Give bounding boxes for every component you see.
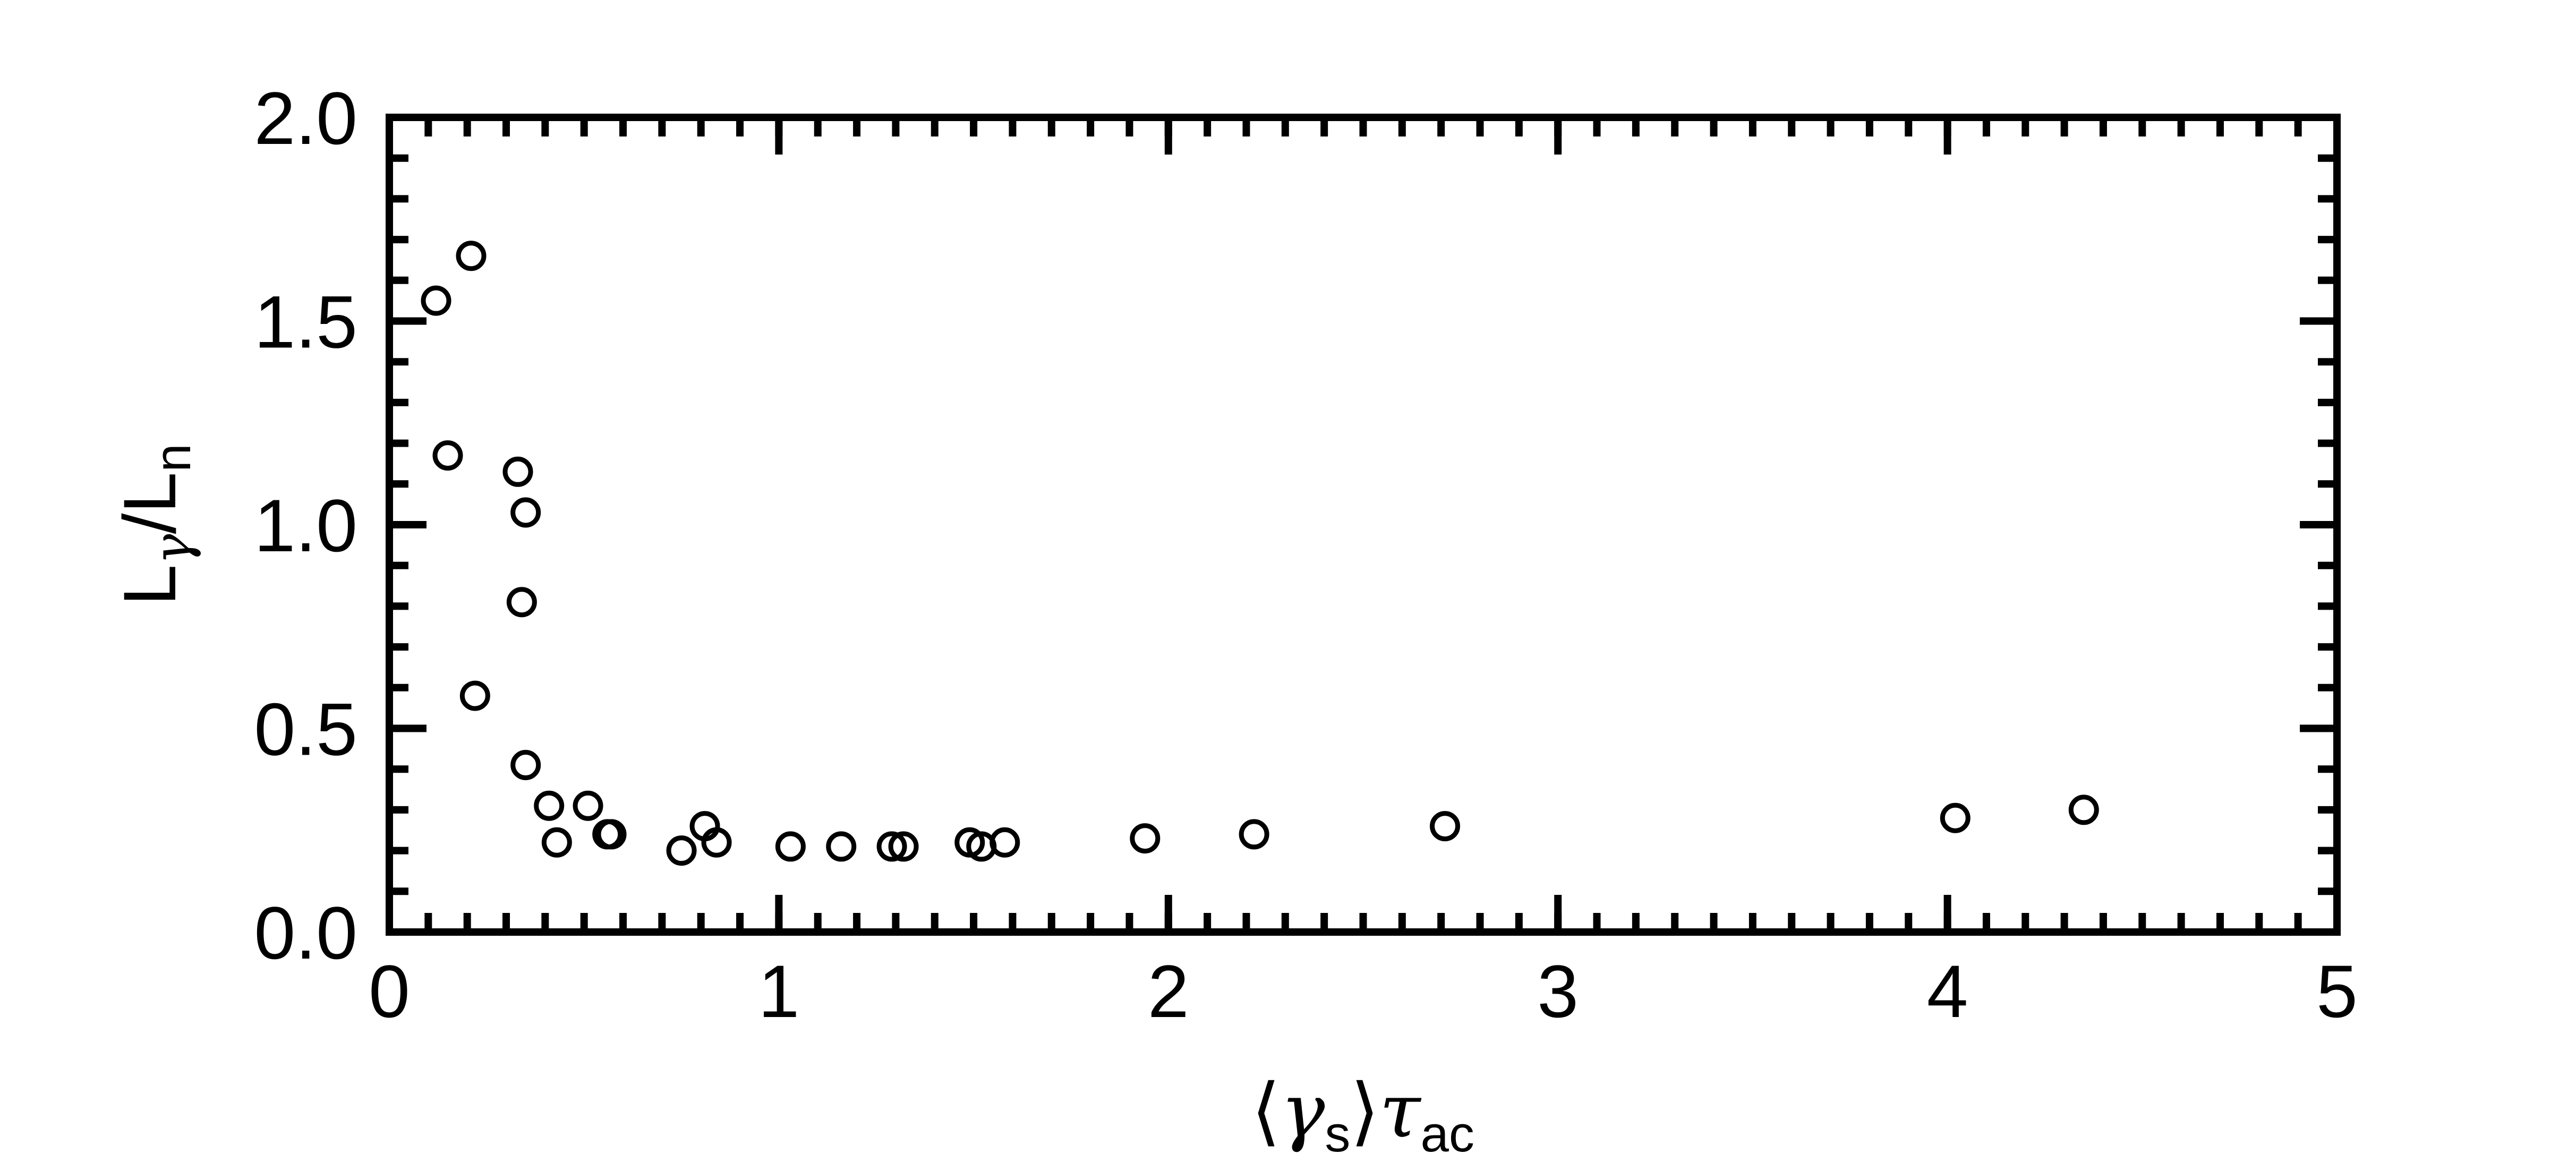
x-tick-label: 4 [1927, 950, 1968, 1033]
data-point [1130, 823, 1161, 854]
data-point [1239, 819, 1269, 850]
y-tick-label: 1.5 [254, 280, 357, 364]
data-point [541, 827, 572, 858]
data-point [459, 680, 490, 711]
data-point [990, 827, 1020, 858]
axis-ticks [386, 114, 2341, 936]
data-point [456, 241, 487, 271]
data-point [876, 831, 907, 862]
data-point [701, 827, 732, 858]
tick-labels: 0 1 2 3 4 5 0.0 0.5 1.0 1.5 2.0 [254, 76, 2358, 1033]
x-axis-label: ⟨γs⟩τac [1251, 1068, 1474, 1162]
data-point [510, 750, 541, 781]
data-point [888, 831, 919, 862]
y-tick-label: 1.0 [254, 484, 357, 567]
data-point [421, 285, 451, 316]
data-point [666, 835, 697, 866]
data-point [1940, 802, 1971, 833]
x-tick-label: 3 [1537, 950, 1579, 1033]
x-tick-label: 0 [369, 950, 410, 1033]
data-point [510, 497, 541, 528]
y-tick-label: 0.5 [254, 688, 357, 771]
data-point [432, 440, 463, 471]
data-point [826, 831, 857, 862]
y-axis-label: Lγ/Ln [108, 443, 202, 605]
y-tick-label: 0.0 [254, 891, 357, 975]
x-tick-label: 1 [758, 950, 799, 1033]
x-tick-label: 2 [1148, 950, 1189, 1033]
data-point [502, 456, 533, 487]
x-tick-label: 5 [2316, 950, 2358, 1033]
data-point [573, 790, 603, 821]
data-point [2068, 794, 2099, 825]
data-point [596, 819, 627, 850]
data-point [506, 587, 537, 618]
data-point [1430, 811, 1461, 842]
plot-frame [386, 114, 2341, 936]
data-point [775, 831, 806, 862]
y-tick-label: 2.0 [254, 76, 357, 160]
data-point [534, 790, 565, 821]
data-points [421, 241, 2099, 866]
